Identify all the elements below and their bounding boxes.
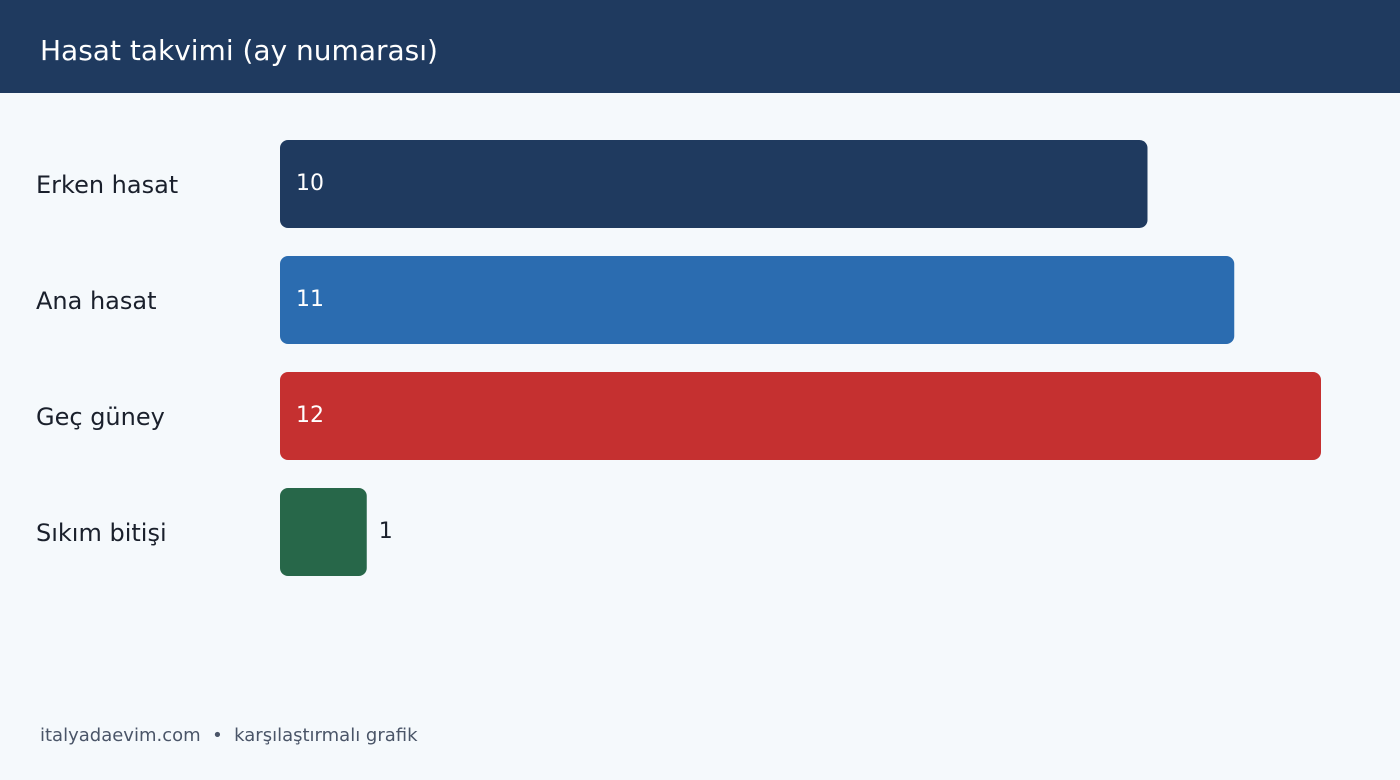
- category-label: Ana hasat: [36, 287, 157, 315]
- bar: [280, 256, 1235, 344]
- value-label: 11: [296, 287, 324, 312]
- bar: [280, 488, 367, 576]
- value-label: 12: [296, 403, 324, 428]
- header-bar: [0, 0, 1400, 93]
- footer: italyadaevim.com • karşılaştırmalı grafi…: [40, 725, 418, 746]
- bar: [280, 372, 1321, 460]
- category-label: Sıkım bitişi: [36, 519, 167, 547]
- bar: [280, 140, 1148, 228]
- category-label: Erken hasat: [36, 171, 178, 199]
- value-label: 1: [379, 519, 393, 544]
- value-label: 10: [296, 171, 324, 196]
- category-label: Geç güney: [36, 403, 165, 431]
- chart-title: Hasat takvimi (ay numarası): [40, 34, 438, 67]
